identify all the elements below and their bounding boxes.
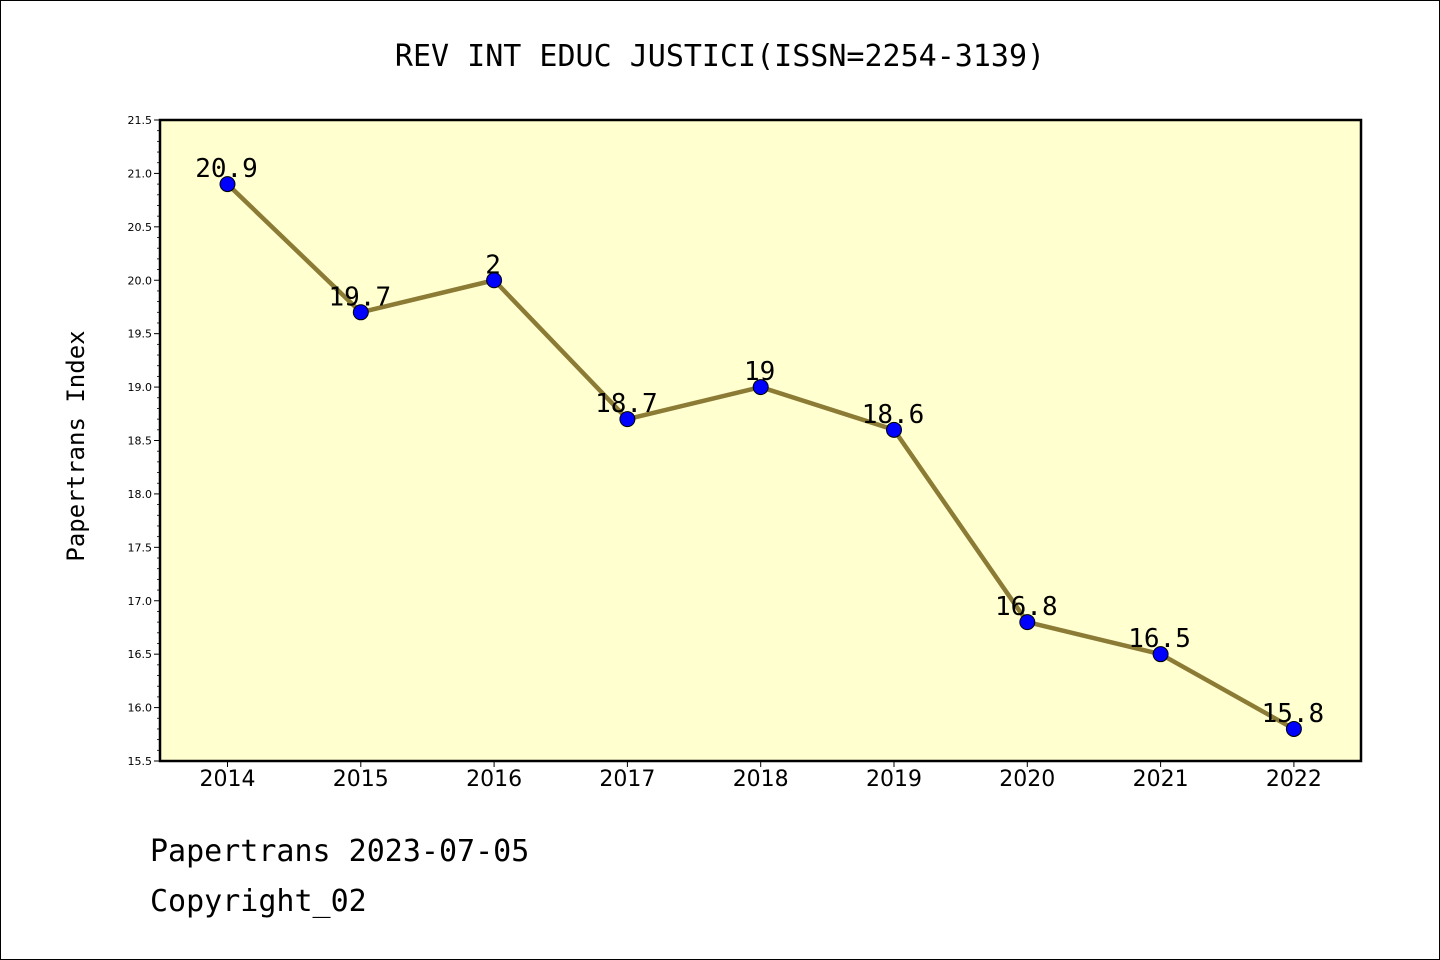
x-tick-label: 2017 — [599, 767, 655, 792]
data-label: 19 — [744, 357, 775, 387]
data-point — [752, 379, 769, 396]
y-tick-label: 19.0 — [128, 381, 153, 394]
data-label: 15.8 — [1262, 699, 1325, 729]
x-tick-label: 2016 — [466, 767, 522, 792]
data-point — [1152, 646, 1169, 663]
data-label: 16.8 — [995, 592, 1058, 622]
data-point — [619, 411, 636, 428]
data-label: 18.6 — [862, 400, 925, 430]
x-tick-label: 2018 — [733, 767, 789, 792]
y-tick-label: 17.5 — [128, 541, 153, 554]
x-tick-label: 2021 — [1133, 767, 1189, 792]
data-point — [1019, 614, 1036, 631]
y-tick-label: 21.0 — [128, 167, 153, 180]
footer-date: Papertrans 2023-07-05 — [150, 834, 530, 869]
y-tick-label: 16.0 — [128, 702, 153, 715]
y-axis: 15.5 16.0 16.5 17.0 17.5 18.0 18.5 19.0 19.5 20.0… — [128, 114, 160, 768]
y-tick-label: 17.0 — [128, 595, 153, 608]
data-label: 19.7 — [328, 282, 391, 312]
data-point — [486, 272, 503, 289]
data-label: 18.7 — [595, 389, 658, 419]
x-tick-label: 2020 — [999, 767, 1055, 792]
series-markers — [219, 176, 1302, 737]
y-tick-label: 20.0 — [128, 274, 153, 287]
x-tick-label: 2019 — [866, 767, 922, 792]
data-label: 20.9 — [195, 154, 258, 184]
y-tick-label: 16.5 — [128, 648, 153, 661]
x-tick-label: 2014 — [200, 767, 256, 792]
x-tick-label: 2015 — [333, 767, 389, 792]
y-tick-label: 20.5 — [128, 221, 153, 234]
y-axis-label: Papertrans Index — [62, 330, 90, 561]
x-axis: 2014 2015 2016 2017 2018 2019 2020 2021 2022 — [200, 761, 1322, 792]
y-tick-label: 21.5 — [128, 114, 153, 127]
data-point — [219, 176, 236, 193]
chart-title: REV INT EDUC JUSTICI(ISSN=2254-3139) — [395, 39, 1045, 74]
data-point — [886, 421, 902, 438]
y-tick-label: 18.5 — [128, 435, 153, 448]
footer-copyright: Copyright_02 — [150, 884, 367, 919]
y-tick-label: 18.0 — [128, 488, 153, 501]
data-labels: 20.9 19.7 2 18.7 19 18.6 16.8 16.5 15.8 — [195, 154, 1324, 729]
data-label: 16.5 — [1128, 624, 1191, 654]
y-tick-label: 15.5 — [128, 755, 153, 768]
data-point — [352, 304, 369, 321]
x-tick-label: 2022 — [1266, 767, 1322, 792]
data-point — [1285, 720, 1302, 737]
data-label: 2 — [485, 250, 501, 280]
y-tick-label: 19.5 — [128, 328, 153, 341]
